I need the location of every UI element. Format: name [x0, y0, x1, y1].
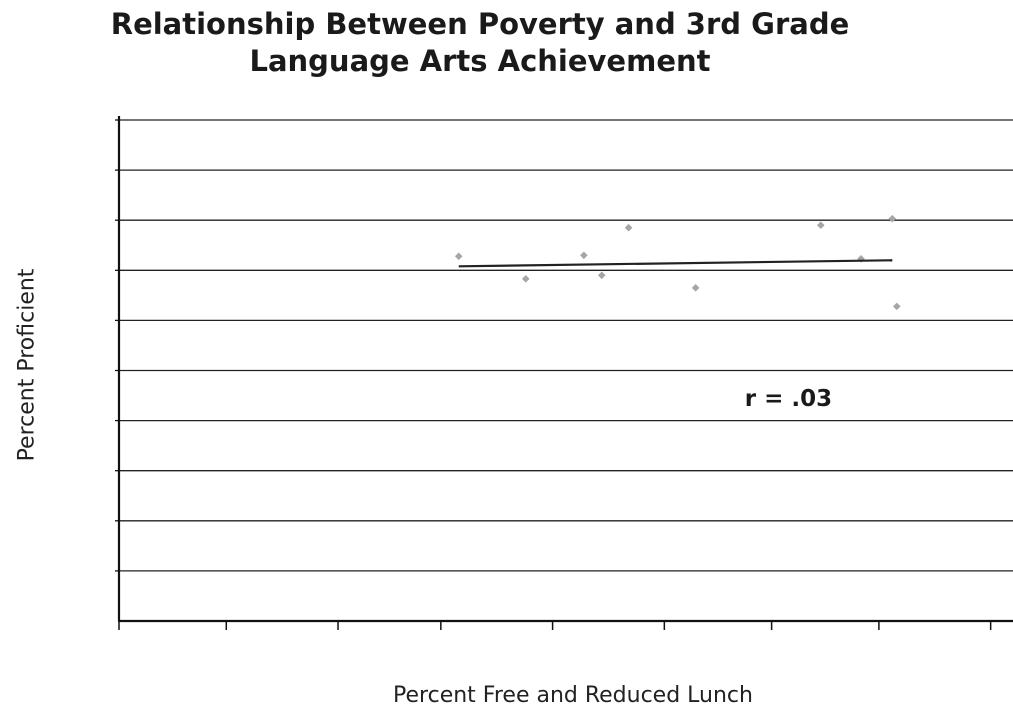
data-point — [454, 252, 463, 261]
x-ticks — [118, 621, 992, 630]
chart-title-line-1: Relationship Between Poverty and 3rd Gra… — [110, 7, 850, 41]
axes — [117, 116, 1013, 623]
gridlines — [119, 119, 1013, 572]
data-point — [580, 251, 588, 260]
data-point — [888, 214, 897, 223]
correlation-annotation: r = .03 — [745, 386, 832, 412]
x-axis-label: Percent Free and Reduced Lunch — [393, 683, 753, 708]
trendline-group — [458, 259, 893, 268]
data-point — [892, 302, 901, 311]
trendline — [458, 259, 893, 268]
chart-title: Relationship Between Poverty and 3rd Gra… — [60, 6, 900, 80]
data-point — [521, 275, 530, 283]
data-point — [816, 221, 825, 230]
y-ticks — [115, 119, 119, 572]
y-axis-label: Percent Proficient — [14, 268, 40, 462]
data-point — [691, 284, 700, 292]
chart-title-line-2: Language Arts Achievement — [249, 44, 711, 78]
data-point — [624, 223, 633, 232]
data-point — [597, 271, 606, 280]
